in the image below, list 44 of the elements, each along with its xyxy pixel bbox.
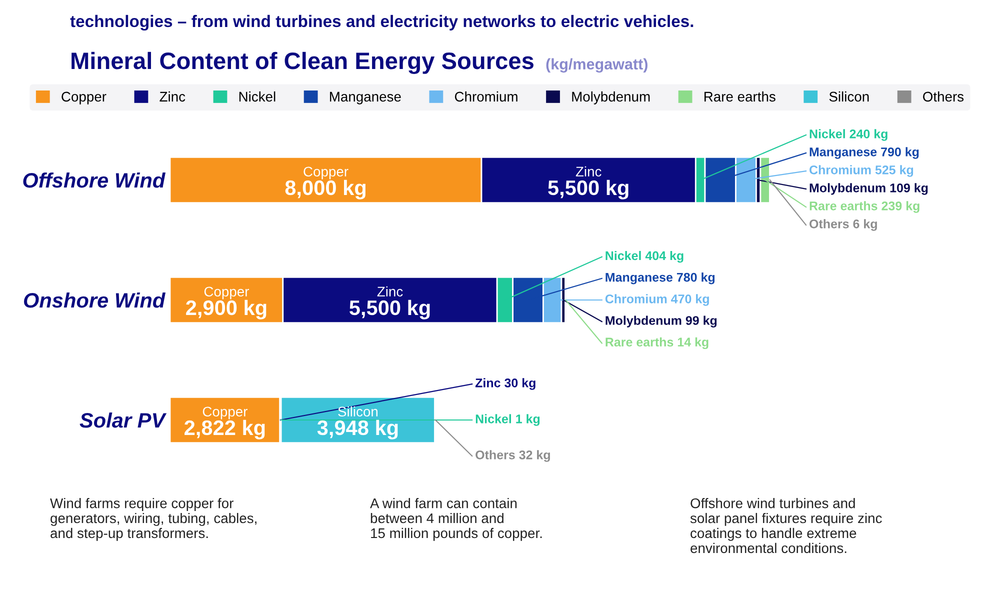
y-tick-label: Solar PV bbox=[80, 412, 167, 428]
legend-label: Copper bbox=[62, 92, 106, 104]
text: Offshore wind turbines and solar panel fixtures require zinc coatings to handle extreme environmental conditions. bbox=[690, 498, 882, 554]
data-label: 8,000 kg bbox=[285, 180, 366, 200]
y-tick-label: Onshore Wind bbox=[24, 292, 166, 308]
legend-label: Nickel bbox=[239, 91, 276, 102]
text: Zinc 30 kg bbox=[475, 378, 536, 390]
data-label: 3,948 kg bbox=[317, 420, 398, 440]
text: Molybdenum 109 kg bbox=[810, 183, 928, 195]
text: Manganese 780 kg bbox=[606, 272, 715, 284]
legend-label: Chromium bbox=[454, 91, 518, 102]
text: Nickel 1 kg bbox=[476, 414, 540, 426]
text: Rare earths 239 kg bbox=[810, 201, 920, 213]
text: Zinc bbox=[377, 286, 403, 297]
text: Chromium 470 kg bbox=[605, 294, 709, 306]
text: Manganese 790 kg bbox=[810, 147, 919, 159]
data-label: 2,822 kg bbox=[184, 420, 265, 440]
text: Silicon bbox=[338, 406, 378, 417]
data-label: 2,900 kg bbox=[186, 300, 266, 320]
text: Nickel 240 kg bbox=[810, 129, 888, 141]
chart-title: Mineral Content of Clean Energy Sources bbox=[72, 52, 534, 74]
text: Nickel 404 kg bbox=[606, 250, 684, 263]
data-label: 5,500 kg bbox=[548, 180, 628, 200]
text: Wind farms require copper for generators, wiring, tubing, cables, and step-up transformers. bbox=[50, 498, 256, 541]
legend-label: Silicon bbox=[829, 91, 869, 102]
legend-label: Manganese bbox=[330, 92, 401, 104]
text: technologies – from wind turbines and electricity networks to electric vehicles. bbox=[70, 14, 694, 31]
legend-label: Others bbox=[923, 91, 964, 102]
data-label: 5,500 kg bbox=[350, 300, 430, 320]
legend-label: Zinc bbox=[160, 91, 186, 102]
text: Others 32 kg bbox=[476, 450, 550, 462]
chart-subtitle: (kg/megawatt) bbox=[546, 58, 648, 73]
text: Molybdenum 99 kg bbox=[606, 316, 717, 328]
text: Copper bbox=[204, 286, 250, 300]
text: Zinc bbox=[576, 166, 602, 177]
legend-label: Molybdenum bbox=[572, 91, 650, 104]
text: Chromium 525 kg bbox=[810, 165, 914, 177]
text: Rare earths 14 kg bbox=[606, 337, 708, 350]
y-tick-label: Offshore Wind bbox=[23, 172, 166, 188]
text: Others 6 kg bbox=[810, 219, 877, 231]
text: Copper bbox=[202, 406, 248, 420]
legend-label: Rare earths bbox=[704, 91, 776, 102]
text: A wind farm can contain between 4 million and 15 million pounds of copper. bbox=[370, 498, 542, 541]
text: Copper bbox=[304, 166, 348, 180]
